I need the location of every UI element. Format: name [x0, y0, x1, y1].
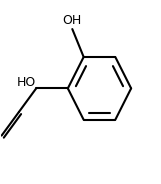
- Text: HO: HO: [17, 76, 36, 89]
- Text: OH: OH: [63, 13, 82, 26]
